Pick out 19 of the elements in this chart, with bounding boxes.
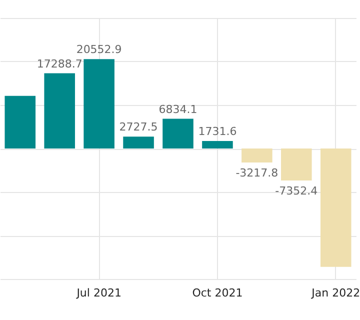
bar	[320, 148, 352, 267]
data-label: -7352.4	[275, 184, 318, 198]
data-label: 20552.9	[76, 43, 122, 56]
bar	[202, 140, 233, 148]
x-tick-label: Jul 2021	[76, 286, 122, 300]
data-label: 1731.6	[198, 124, 237, 138]
data-label: 2727.5	[119, 120, 158, 134]
bar	[242, 148, 272, 162]
data-label: 17288.7	[36, 57, 82, 70]
bar	[123, 136, 154, 148]
x-tick-label: Oct 2021	[192, 286, 243, 300]
x-tick-label: Jan 2022	[310, 286, 360, 300]
data-label: 6834.1	[158, 102, 198, 116]
bar	[4, 96, 36, 148]
bar	[281, 148, 312, 180]
data-label: -3217.8	[236, 166, 278, 180]
bar	[162, 118, 194, 148]
bar	[44, 73, 75, 148]
bar	[84, 59, 114, 148]
